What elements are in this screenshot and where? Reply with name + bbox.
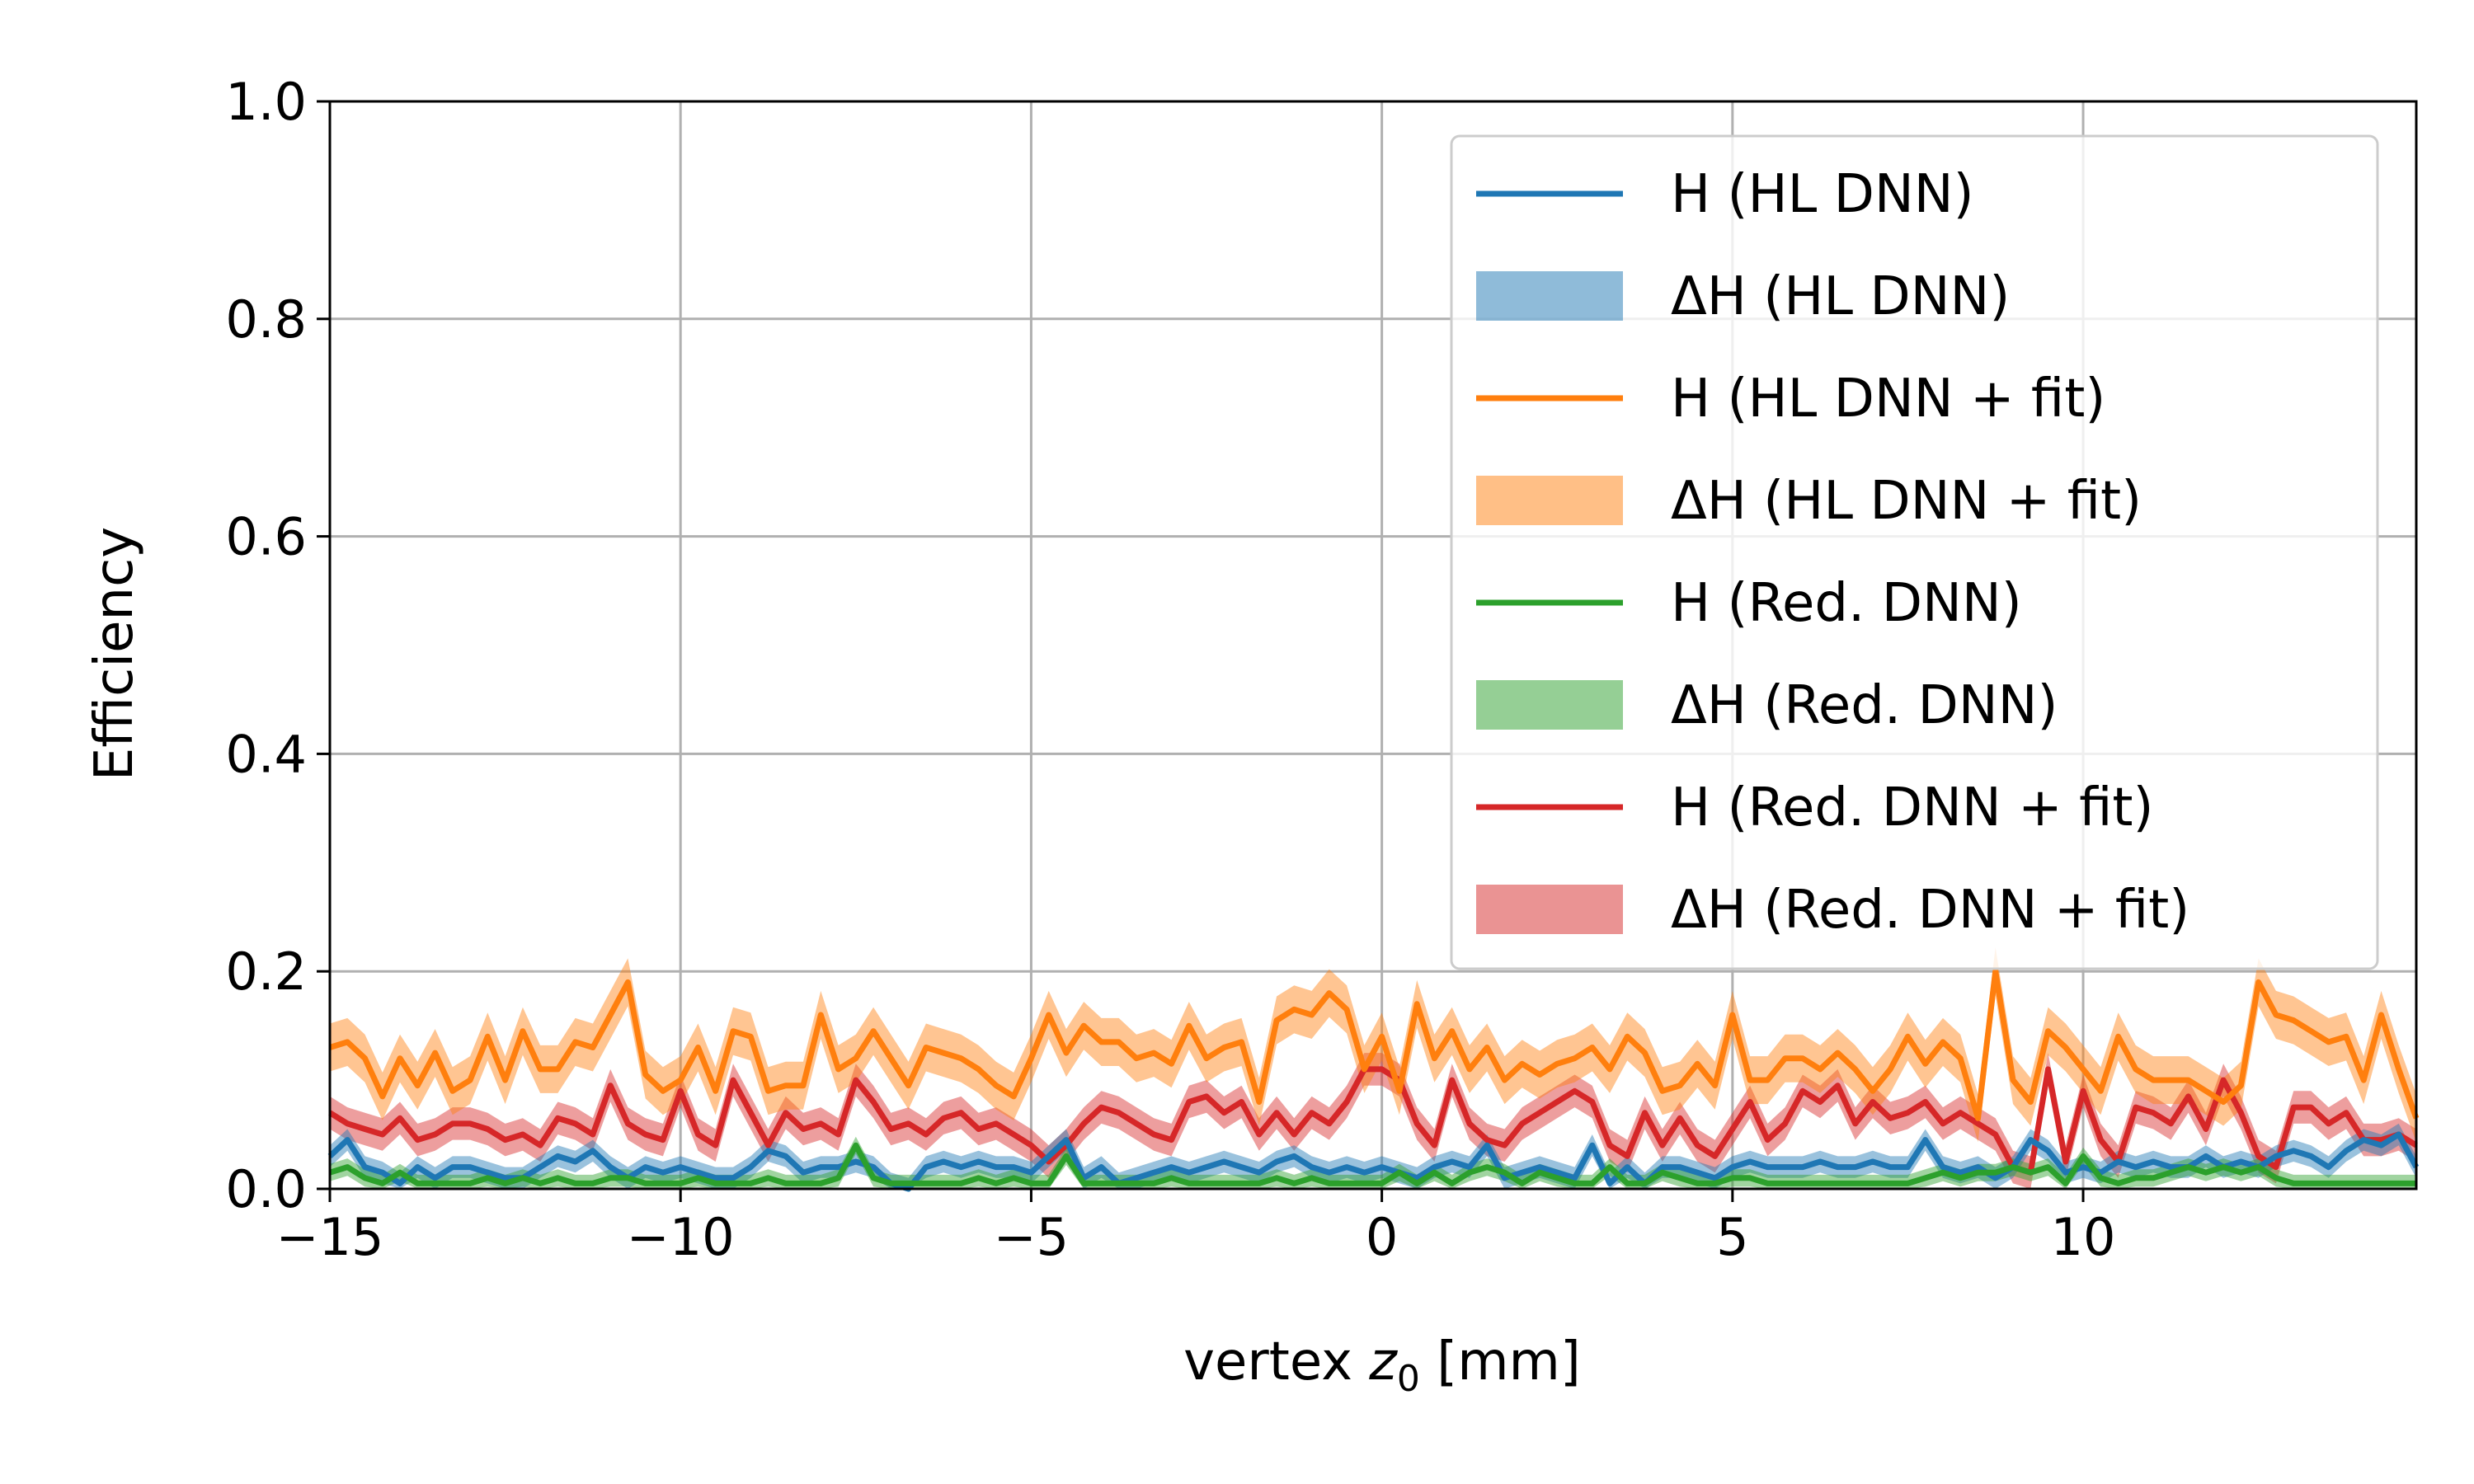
- series-lines: [327, 968, 2420, 1192]
- legend-label-h-hl-dnn: H (HL DNN): [1671, 164, 1974, 225]
- y-axis-label: Efficiency: [84, 527, 145, 781]
- x-axis-label-prefix: vertex: [1183, 1331, 1369, 1392]
- y-tick-label: 0.2: [225, 942, 307, 1002]
- x-axis-label-variable: z: [1368, 1331, 1398, 1392]
- legend-swatch-delta-h-red-dnn-fit: [1476, 885, 1623, 934]
- x-axis-label-unit: [mm]: [1420, 1331, 1581, 1392]
- series-line-h-hl-dnn: [327, 1131, 2420, 1192]
- series-line-h-red-dnn-fit: [328, 1066, 2418, 1176]
- series-line-h-hl-dnn-fit: [328, 968, 2420, 1121]
- legend-label-h-hl-dnn-fit: H (HL DNN + fit): [1671, 369, 2105, 430]
- x-tick-label: −15: [276, 1207, 384, 1267]
- legend: H (HL DNN) ΔH (HL DNN) H (HL DNN + fit) ΔH …: [1450, 134, 2379, 970]
- band-h-hl-dnn-fit: [330, 947, 2416, 1143]
- y-tick-label: 0.6: [225, 507, 307, 567]
- legend-label-h-red-dnn-fit: H (Red. DNN + fit): [1671, 777, 2153, 838]
- axis-ticks: −15 −10 −5 0 5 10 0.0 0.2 0.4 0.6 0.8 1.0: [225, 72, 2115, 1267]
- legend-label-delta-h-hl-dnn-fit: ΔH (HL DNN + fit): [1671, 471, 2142, 532]
- y-tick-label: 1.0: [225, 72, 307, 132]
- x-tick-label: −10: [627, 1207, 735, 1267]
- x-tick-label: −5: [994, 1207, 1069, 1267]
- x-tick-label: 5: [1716, 1207, 1748, 1267]
- legend-label-h-red-dnn: H (Red. DNN): [1671, 573, 2022, 634]
- legend-swatch-delta-h-hl-dnn-fit: [1476, 476, 1623, 525]
- legend-label-delta-h-red-dnn-fit: ΔH (Red. DNN + fit): [1671, 880, 2189, 941]
- legend-label-delta-h-red-dnn: ΔH (Red. DNN): [1671, 675, 2058, 736]
- legend-label-delta-h-hl-dnn: ΔH (HL DNN): [1671, 266, 2010, 327]
- legend-swatch-delta-h-red-dnn: [1476, 680, 1623, 730]
- legend-swatch-delta-h-hl-dnn: [1476, 271, 1623, 321]
- x-tick-label: 0: [1366, 1207, 1398, 1267]
- legend-box: [1450, 134, 2379, 970]
- x-axis-label: vertex z0 [mm]: [1183, 1331, 1581, 1400]
- band-h-hl-dnn: [330, 1123, 2416, 1189]
- y-tick-label: 0.0: [225, 1159, 307, 1219]
- series-line-h-red-dnn: [328, 1142, 2416, 1186]
- y-tick-label: 0.8: [225, 289, 307, 350]
- x-tick-label: 10: [2051, 1207, 2116, 1267]
- y-tick-label: 0.4: [225, 724, 307, 784]
- x-axis-label-subscript: 0: [1397, 1358, 1420, 1400]
- plot-frame: [328, 100, 2418, 1190]
